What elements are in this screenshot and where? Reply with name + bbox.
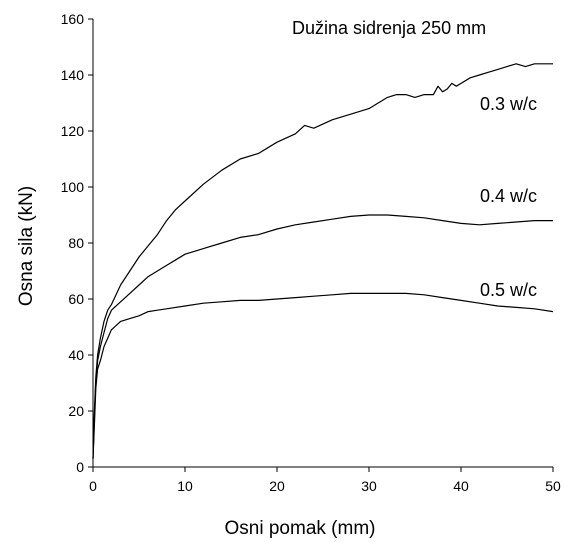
series-label: 0.5 w/c xyxy=(480,280,537,300)
series-line xyxy=(92,63,553,459)
x-tick-label: 20 xyxy=(269,478,285,494)
y-tick-label: 80 xyxy=(68,235,84,251)
x-tick-label: 10 xyxy=(177,478,193,494)
series-line xyxy=(92,292,554,459)
annotation-text: Dužina sidrenja 250 mm xyxy=(292,18,486,38)
y-axis-title: Osna sila (kN) xyxy=(16,186,37,306)
y-tick-label: 20 xyxy=(68,403,84,419)
x-tick-label: 40 xyxy=(453,478,469,494)
series-line xyxy=(92,214,553,459)
x-tick-label: 50 xyxy=(545,478,561,494)
series-label: 0.3 w/c xyxy=(480,94,537,114)
y-tick-label: 160 xyxy=(61,11,85,27)
y-tick-label: 60 xyxy=(68,291,84,307)
y-tick-label: 120 xyxy=(61,123,85,139)
y-tick-label: 0 xyxy=(76,459,84,475)
series-label: 0.4 w/c xyxy=(480,186,537,206)
x-axis-title: Osni pomak (mm) xyxy=(225,518,376,539)
y-tick-label: 40 xyxy=(68,347,84,363)
y-tick-label: 140 xyxy=(61,67,85,83)
x-tick-label: 30 xyxy=(361,478,377,494)
ticks: 0 20 40 60 80 100 120 140 160 0 10 20 30 40 50 xyxy=(61,11,561,494)
x-tick-label: 0 xyxy=(89,478,97,494)
axes xyxy=(92,19,553,468)
series-labels: 0.3 w/c 0.4 w/c 0.5 w/c xyxy=(480,94,537,300)
y-tick-label: 100 xyxy=(61,179,85,195)
plot-area xyxy=(92,63,554,459)
